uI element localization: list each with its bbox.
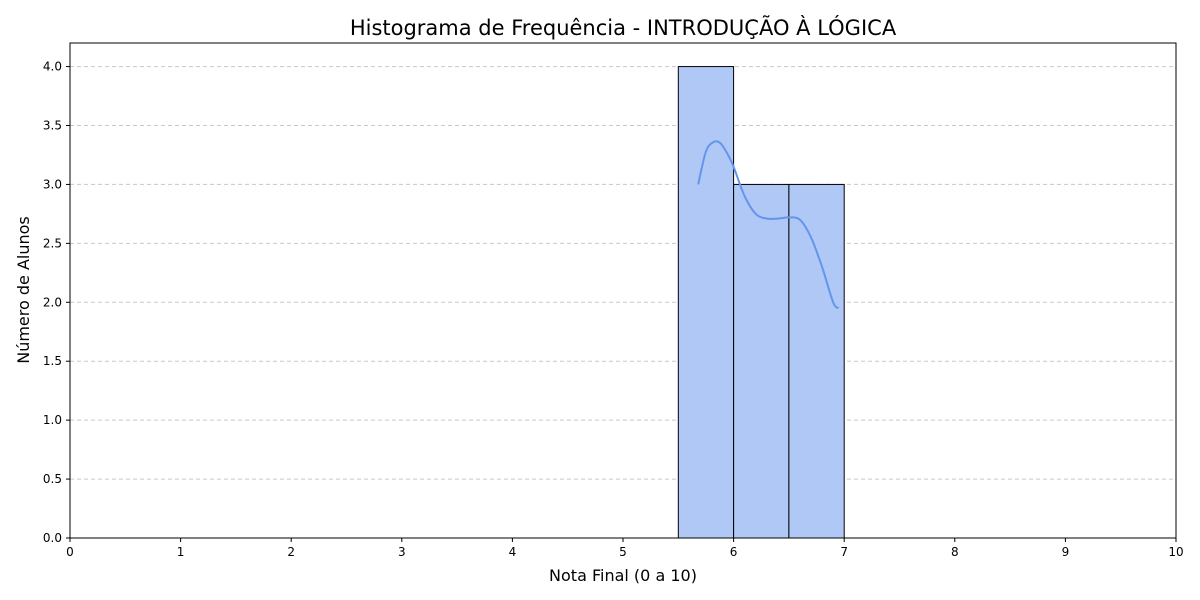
x-axis-ticks: 0 1 2 3 4 5 6 7 8 9 10: [66, 538, 1184, 559]
x-tick-label: 0: [66, 545, 74, 559]
x-tick-label: 8: [951, 545, 959, 559]
x-tick-label: 4: [509, 545, 517, 559]
y-tick-label: 3.5: [43, 119, 62, 133]
y-tick-label: 0.5: [43, 472, 62, 486]
x-tick-label: 9: [1062, 545, 1070, 559]
x-tick-label: 7: [840, 545, 848, 559]
x-tick-label: 3: [398, 545, 406, 559]
plot-frame: [69, 42, 1177, 539]
y-axis-title: Número de Alunos: [14, 216, 33, 364]
y-axis-ticks: 0.0 0.5 1.0 1.5 2.0 2.5 3.0 3.5 4.0: [43, 60, 70, 545]
chart-title: Histograma de Frequência - INTRODUÇÃO À …: [350, 14, 897, 40]
x-tick-label: 5: [619, 545, 627, 559]
y-tick-label: 3.0: [43, 177, 62, 191]
y-tick-label: 2.0: [43, 295, 62, 309]
y-tick-label: 1.0: [43, 413, 62, 427]
histogram-bar: [677, 66, 735, 539]
histogram-bars: [677, 66, 845, 539]
grid-lines: [70, 66, 1176, 480]
histogram-bar: [788, 183, 845, 539]
x-tick-label: 1: [177, 545, 185, 559]
y-tick-label: 0.0: [43, 531, 62, 545]
histogram-bar: [733, 183, 790, 539]
x-axis-title: Nota Final (0 a 10): [549, 566, 697, 585]
y-tick-label: 4.0: [43, 60, 62, 74]
x-tick-label: 2: [287, 545, 295, 559]
kde-curve-layer: [697, 140, 840, 310]
y-tick-label: 2.5: [43, 236, 62, 250]
y-tick-label: 1.5: [43, 354, 62, 368]
x-tick-label: 6: [730, 545, 738, 559]
kde-curve: [697, 140, 840, 310]
x-tick-label: 10: [1168, 545, 1183, 559]
